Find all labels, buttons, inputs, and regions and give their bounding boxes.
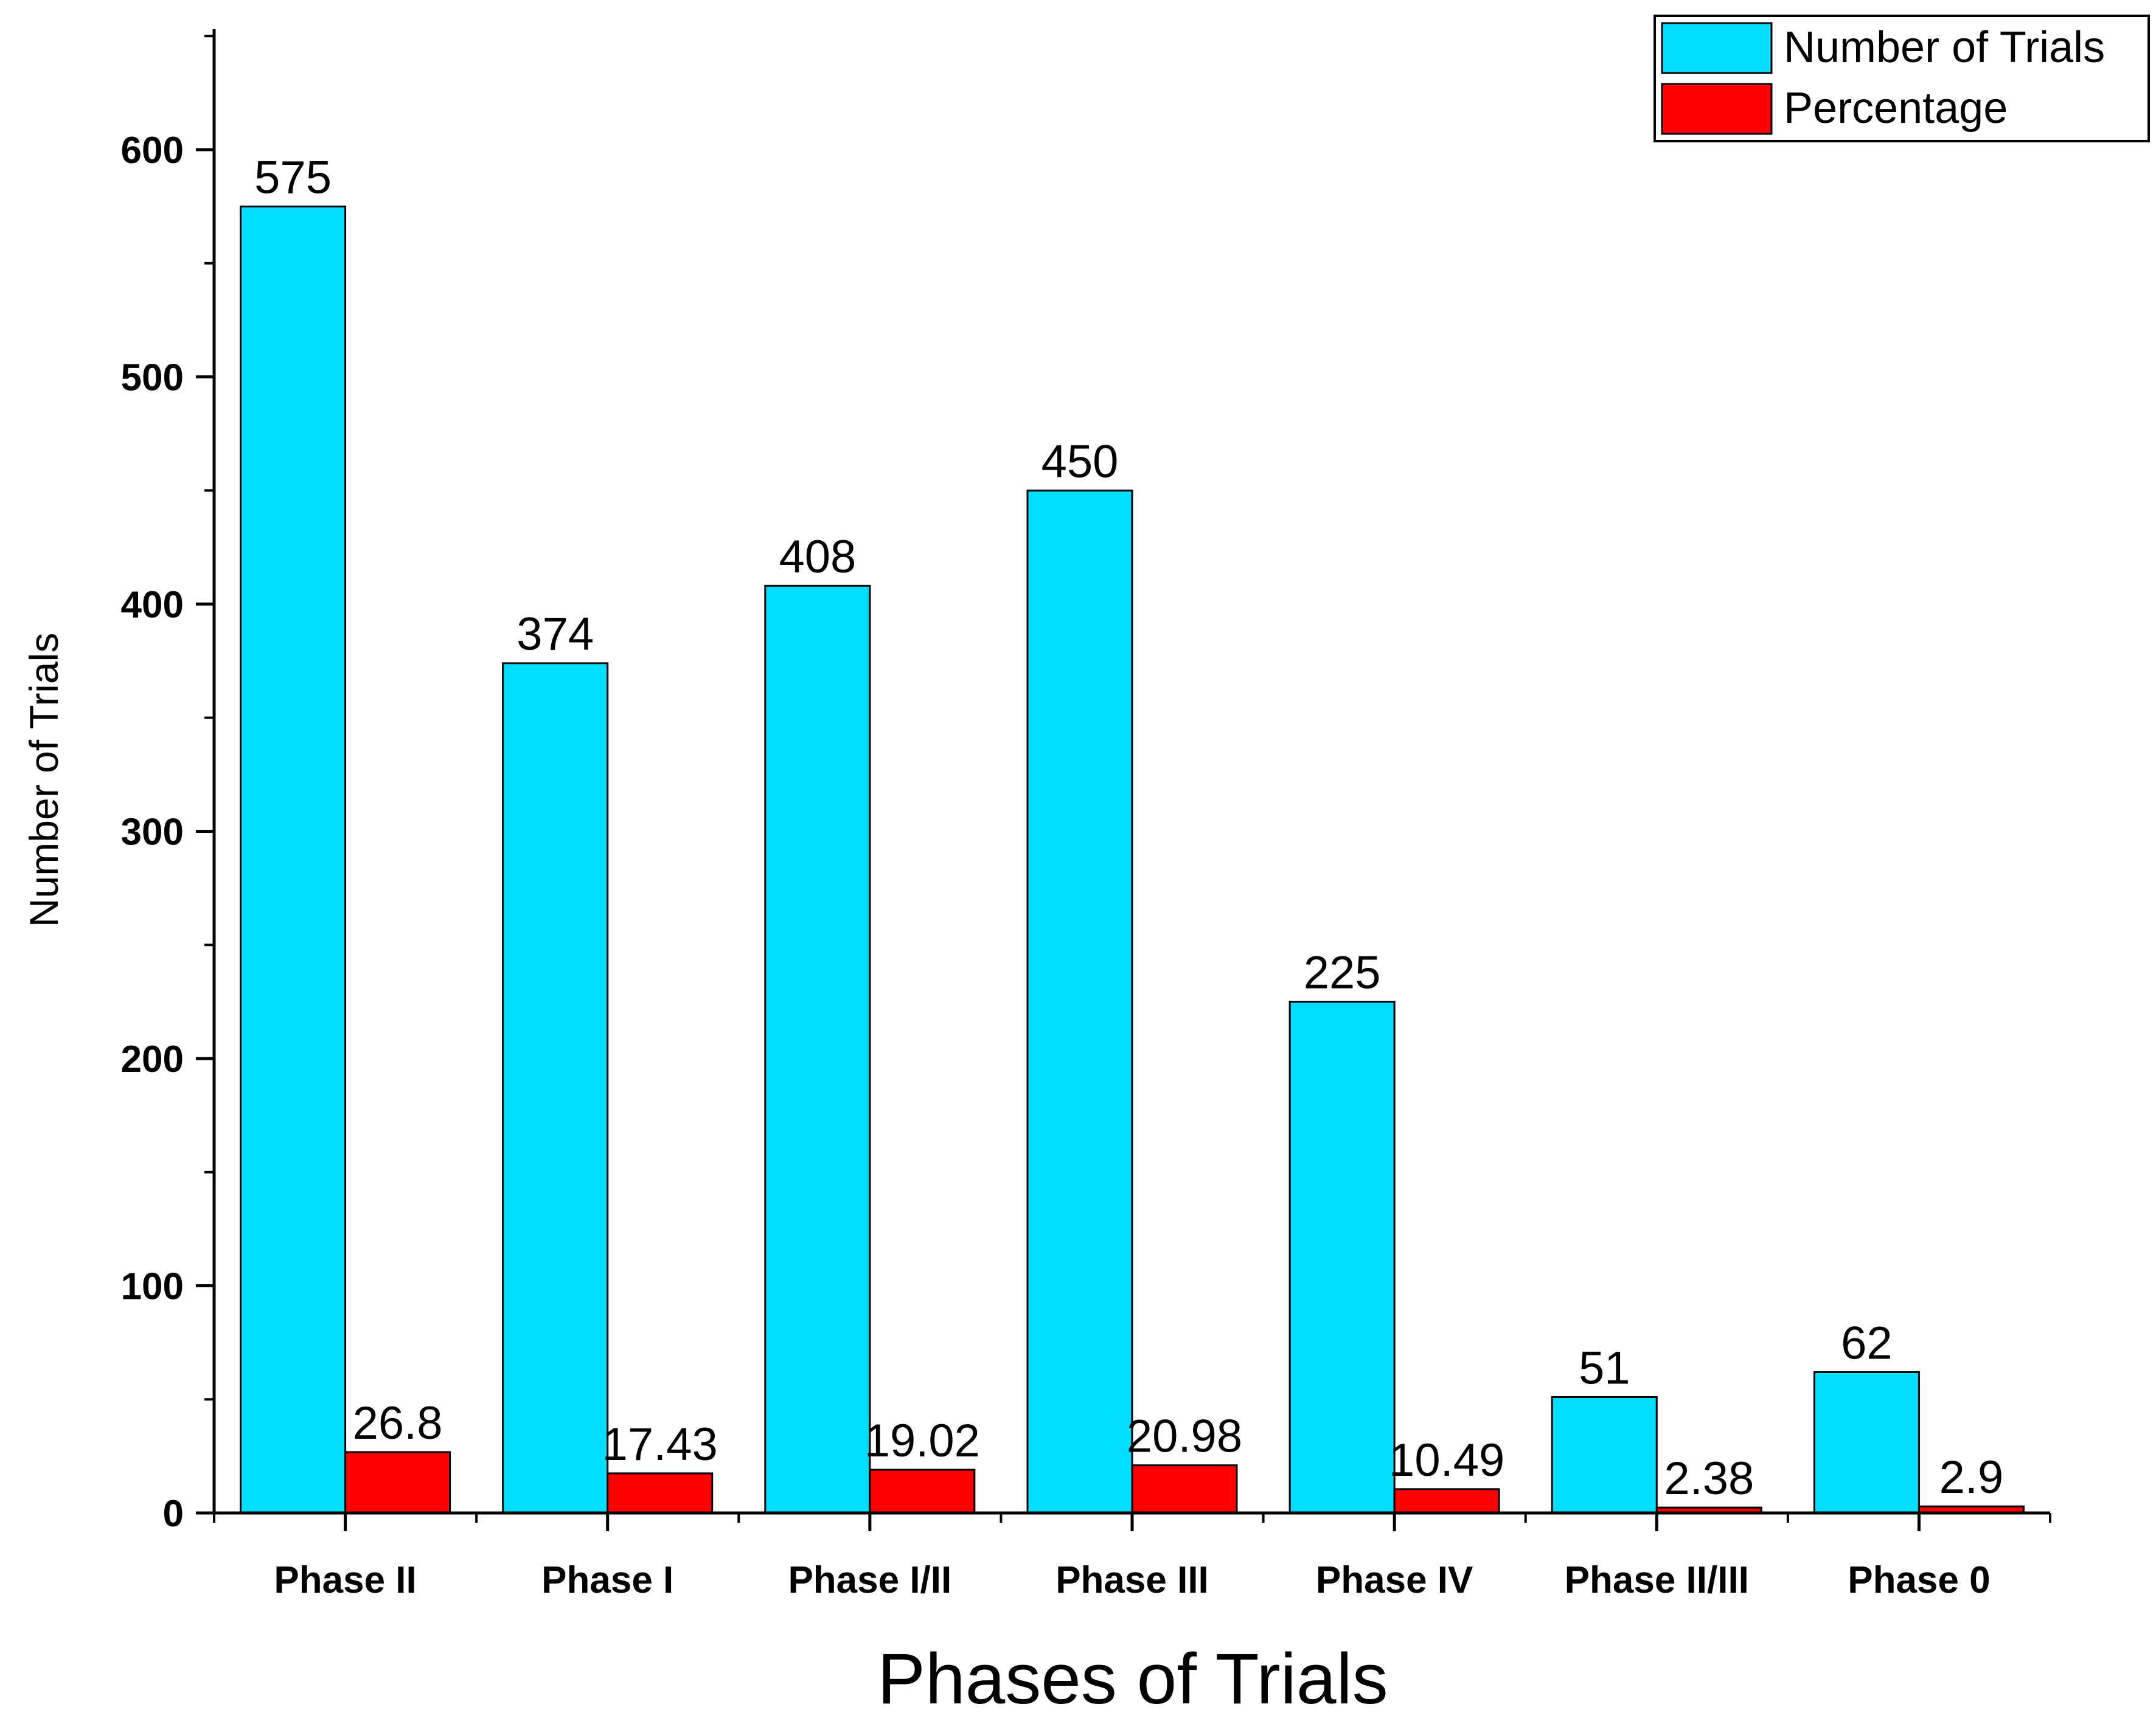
data-label-number-of-trials: 62 [1841,1317,1893,1369]
bar-number-of-trials [1551,1396,1658,1514]
data-label-percentage: 19.02 [864,1415,980,1467]
y-tick-label: 100 [121,1266,184,1308]
y-axis-title: Number of Trials [21,633,66,927]
data-label-number-of-trials: 408 [779,531,856,583]
data-label-percentage: 17.43 [602,1419,718,1470]
x-tick-label: Phase 0 [1848,1559,1990,1601]
x-tick-label: Phase I/II [788,1559,951,1601]
data-label-percentage: 26.8 [353,1397,443,1449]
bar-percentage [1131,1464,1238,1514]
bar-number-of-trials [1813,1371,1920,1514]
legend-label-percentage: Percentage [1784,84,2008,133]
bar-number-of-trials [502,662,609,1514]
x-tick-label: Phase II [274,1559,416,1601]
x-tick-label: Phase I [541,1559,673,1601]
bar-number-of-trials [1288,1001,1396,1514]
data-label-number-of-trials: 374 [516,608,594,660]
data-label-percentage: 2.9 [1939,1452,2004,1503]
bar-number-of-trials [764,585,871,1514]
y-tick-label: 200 [121,1038,184,1080]
y-tick-label: 400 [121,584,184,626]
legend-swatch-percentage [1661,83,1773,135]
axes-group: Phase II Phase I Phase I/II Phase III Phase … [121,29,2051,1601]
bar-percentage [1393,1488,1500,1514]
data-label-percentage: 2.38 [1664,1453,1754,1504]
bars-group: 575 26.8 374 17.43 408 19.02 450 20.98 225 10.49 5… [240,151,2025,1514]
y-tick-label: 0 [163,1493,184,1535]
x-tick-label: Phase III [1055,1559,1209,1601]
x-axis-title: Phases of Trials [877,1639,1388,1718]
data-label-number-of-trials: 51 [1579,1343,1630,1394]
bar-percentage [607,1472,714,1514]
y-tick-label: 600 [121,130,184,172]
data-label-number-of-trials: 225 [1304,947,1381,999]
data-label-percentage: 10.49 [1389,1435,1504,1486]
bar-percentage [344,1451,451,1514]
x-tick-label: Phase IV [1316,1559,1473,1601]
data-label-percentage: 20.98 [1127,1411,1242,1462]
y-tick-label: 300 [121,812,184,854]
data-label-number-of-trials: 575 [254,151,332,203]
legend-swatch-number-of-trials [1661,22,1773,74]
bar-percentage [869,1469,976,1514]
legend: Number of Trials Percentage [1654,15,2150,142]
bar-number-of-trials [240,205,347,1514]
y-tick-label: 500 [121,357,184,399]
bar-number-of-trials [1026,489,1133,1514]
data-label-number-of-trials: 450 [1041,436,1119,487]
legend-label-number-of-trials: Number of Trials [1784,23,2105,72]
x-tick-label: Phase II/III [1565,1559,1749,1601]
